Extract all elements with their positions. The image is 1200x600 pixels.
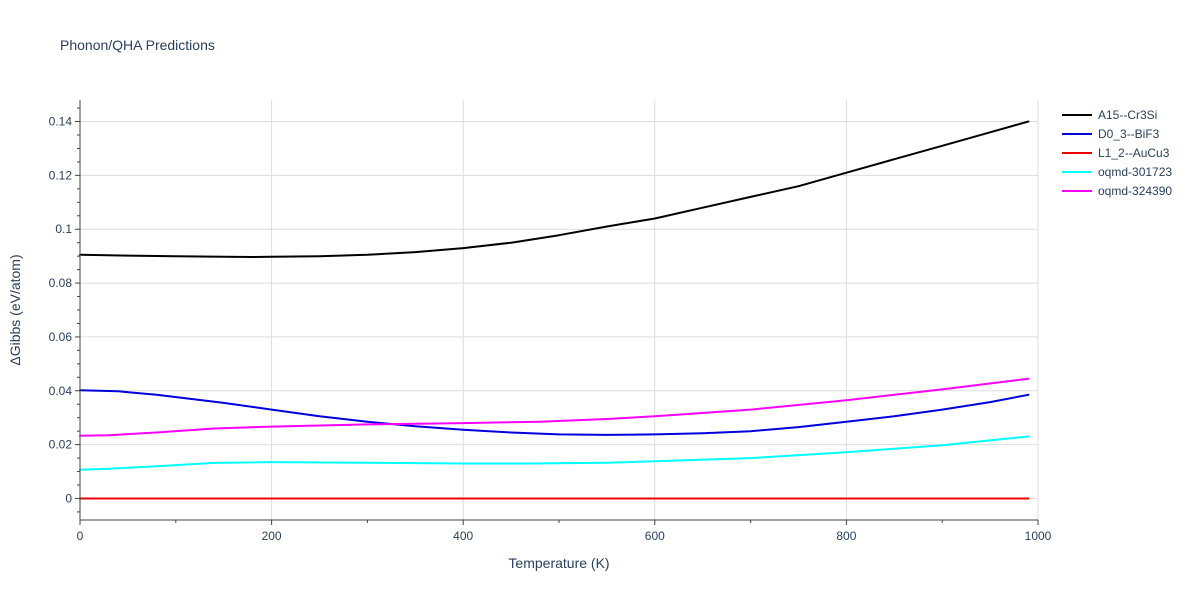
y-tick-label: 0 xyxy=(65,491,72,505)
axes: 0 200 400 600 800 1000 0 0.02 0.04 0.06 0.08 0.1 0.1… xyxy=(49,100,1052,543)
grid xyxy=(80,100,1039,520)
x-tick-label: 0 xyxy=(77,529,84,543)
legend-item-D0_3--BiF3[interactable]: D0_3--BiF3 xyxy=(1062,127,1160,141)
legend-item-oqmd-301723[interactable]: oqmd-301723 xyxy=(1062,165,1172,179)
y-axis-title: ΔGibbs (eV/atom) xyxy=(7,254,23,365)
chart-title: Phonon/QHA Predictions xyxy=(60,37,215,53)
y-tick-label: 0.06 xyxy=(49,330,73,344)
series-line-oqmd-301723[interactable] xyxy=(79,435,1030,471)
x-tick-label: 600 xyxy=(645,529,665,543)
y-tick-label: 0.08 xyxy=(49,276,73,290)
series-line-oqmd-324390[interactable] xyxy=(79,377,1030,437)
series-line-A15--Cr3Si[interactable] xyxy=(79,120,1030,258)
y-tick-label: 0.1 xyxy=(55,222,72,236)
x-tick-label: 400 xyxy=(453,529,473,543)
legend[interactable]: A15--Cr3Si D0_3--BiF3 L1_2--AuCu3 oqmd-3017… xyxy=(1062,108,1172,198)
x-tick-label: 1000 xyxy=(1025,529,1052,543)
legend-item-A15--Cr3Si[interactable]: A15--Cr3Si xyxy=(1062,108,1157,122)
y-tick-label: 0.02 xyxy=(49,438,73,452)
x-tick-label: 800 xyxy=(836,529,856,543)
series-line-D0_3--BiF3[interactable] xyxy=(79,389,1030,436)
y-tick-label: 0.14 xyxy=(49,115,73,129)
legend-label: A15--Cr3Si xyxy=(1098,108,1157,122)
y-tick-label: 0.04 xyxy=(49,384,73,398)
legend-item-oqmd-324390[interactable]: oqmd-324390 xyxy=(1062,184,1172,198)
legend-label: D0_3--BiF3 xyxy=(1098,127,1160,141)
legend-label: L1_2--AuCu3 xyxy=(1098,146,1170,160)
legend-label: oqmd-301723 xyxy=(1098,165,1172,179)
y-tick-label: 0.12 xyxy=(49,168,73,182)
legend-item-L1_2--AuCu3[interactable]: L1_2--AuCu3 xyxy=(1062,146,1170,160)
x-tick-label: 200 xyxy=(262,529,282,543)
legend-label: oqmd-324390 xyxy=(1098,184,1172,198)
x-axis-title: Temperature (K) xyxy=(508,555,609,571)
series-layer xyxy=(79,120,1030,500)
